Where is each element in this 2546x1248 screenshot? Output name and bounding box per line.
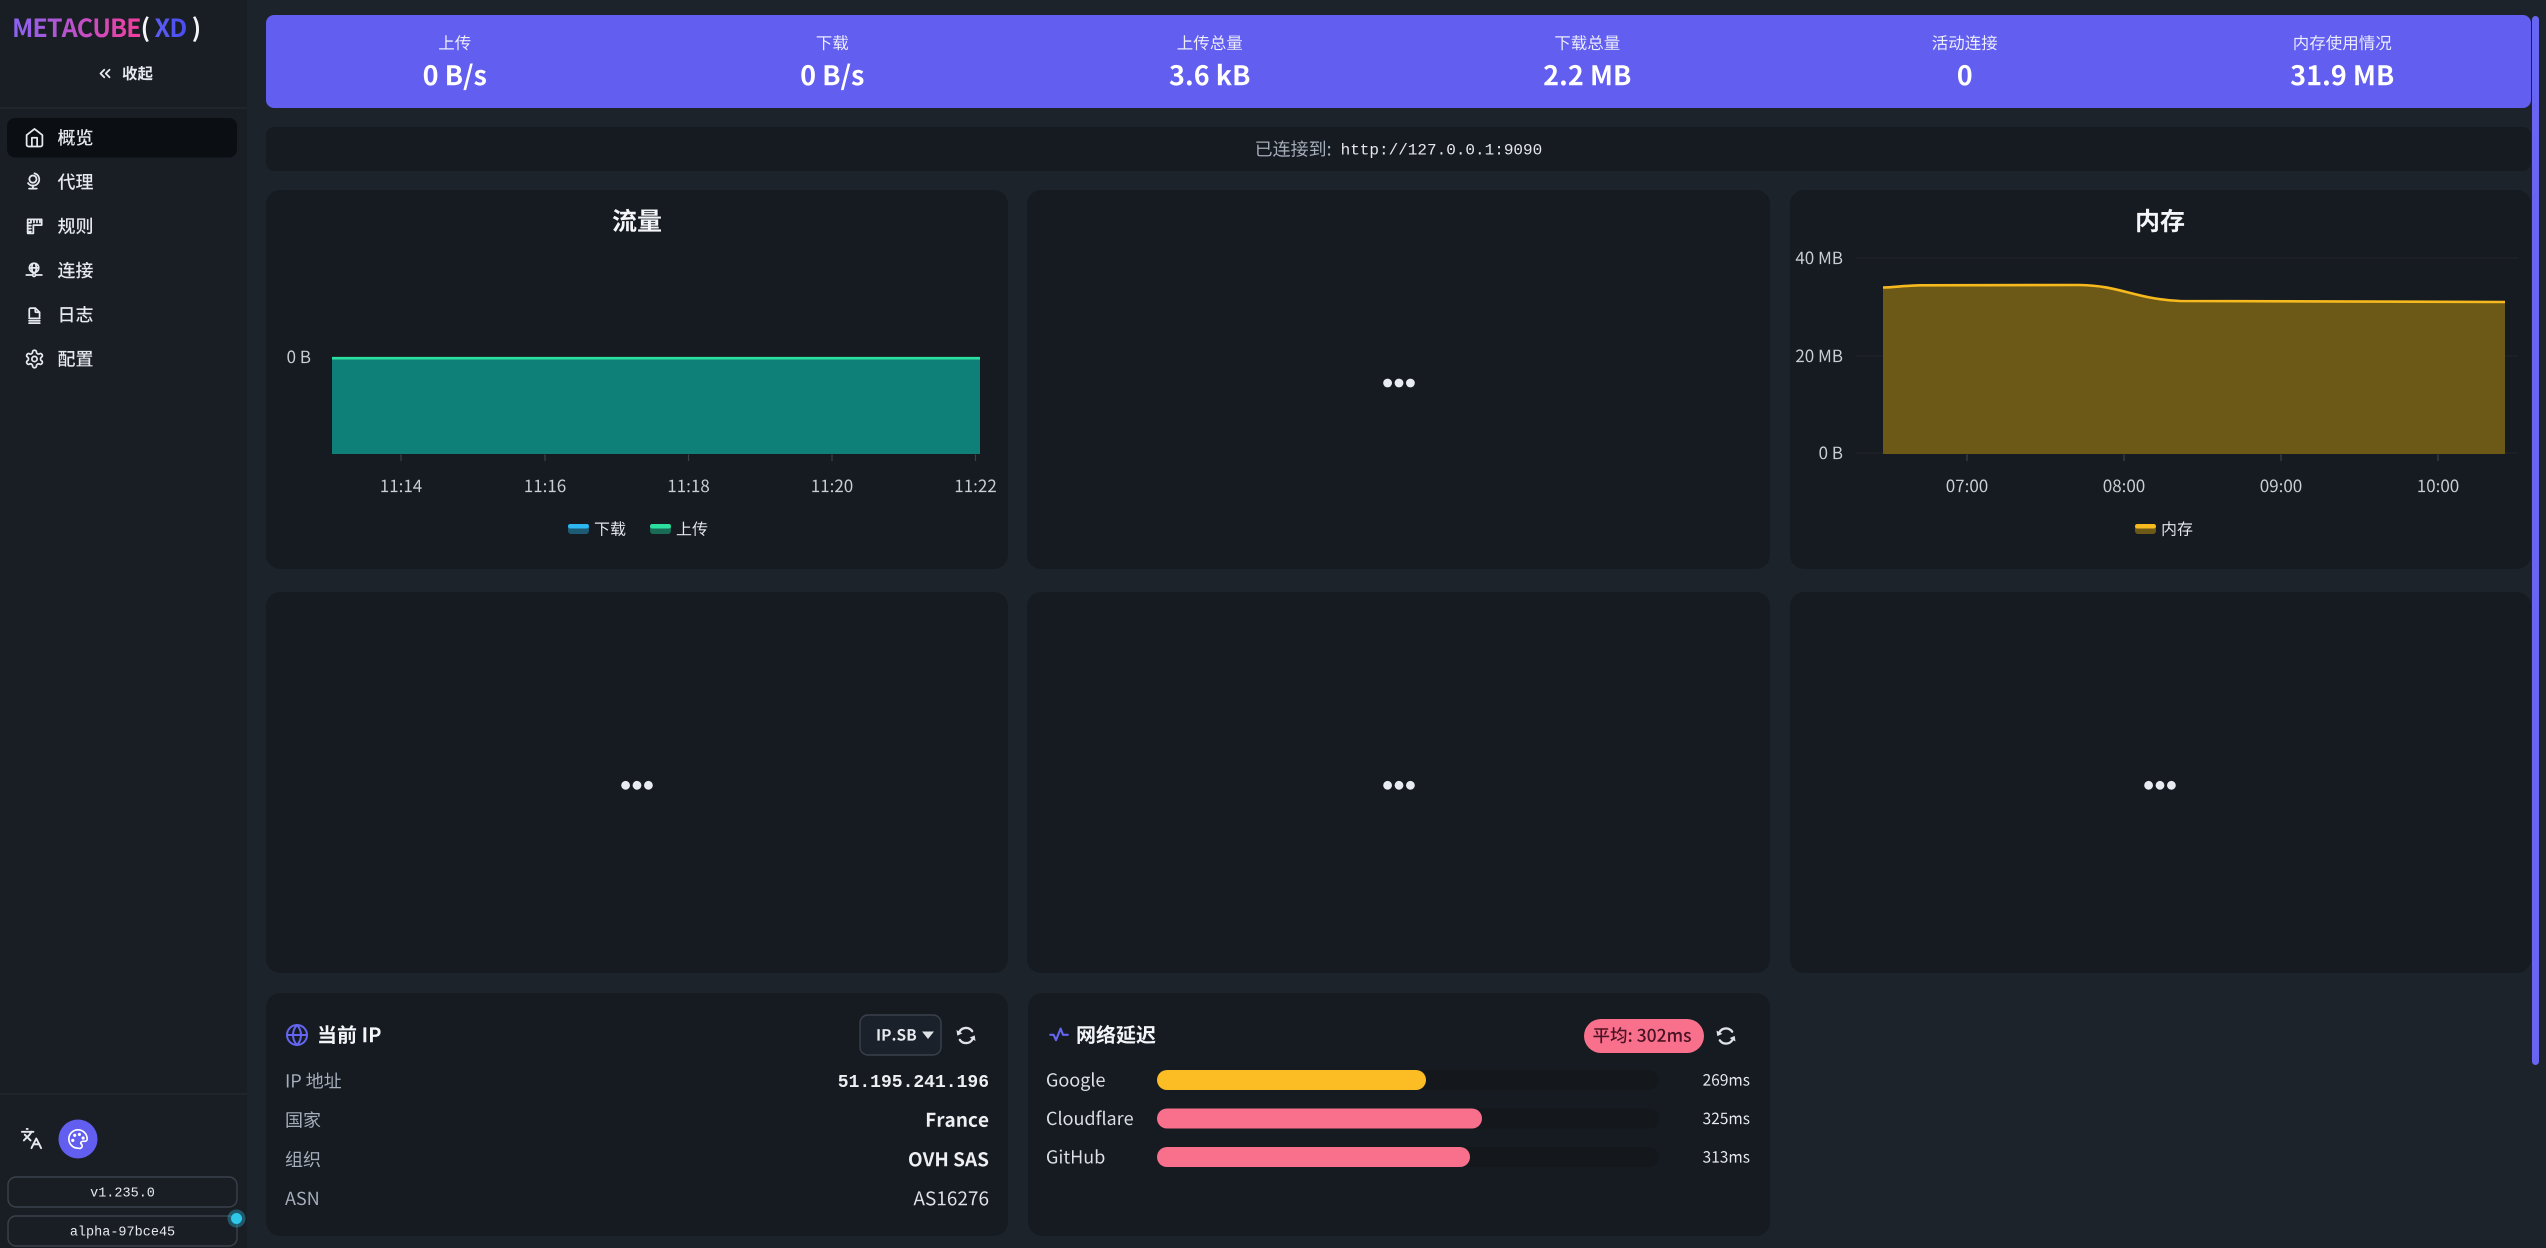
svg-text:alpha-97bce45: alpha-97bce45	[70, 1226, 175, 1241]
svg-text:http://127.0.0.1:9090: http://127.0.0.1:9090	[1341, 142, 1543, 160]
svg-text:v1.235.0: v1.235.0	[90, 1187, 155, 1202]
svg-text:51.195.241.196: 51.195.241.196	[838, 1073, 989, 1093]
